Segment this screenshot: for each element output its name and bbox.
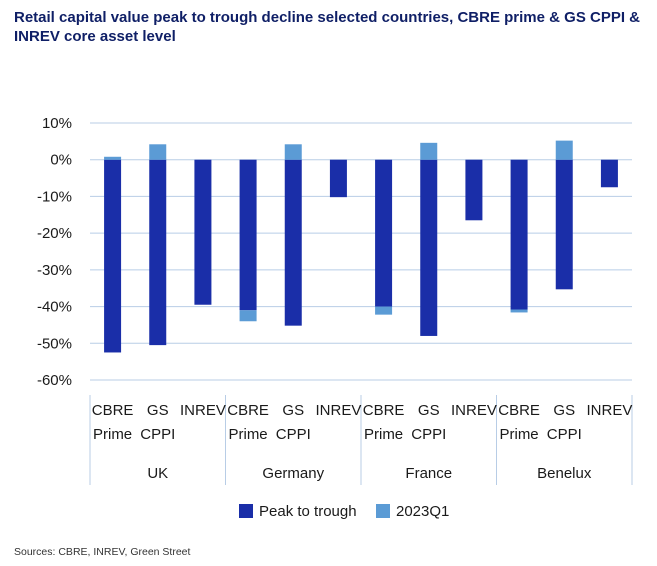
bar-2023q1 — [555, 140, 573, 160]
bar-peak-to-trough — [600, 159, 618, 188]
x-category-label: GS — [282, 402, 304, 419]
x-category-label: Prime — [228, 426, 267, 443]
x-group-label: UK — [147, 465, 168, 482]
y-tick-label: -20% — [37, 225, 72, 242]
bar-peak-to-trough — [194, 159, 212, 305]
x-category-label: CBRE — [363, 402, 405, 419]
bar-peak-to-trough — [465, 159, 483, 221]
x-group-label: Germany — [262, 465, 324, 482]
legend-swatch-2023q1 — [376, 504, 390, 518]
x-category-label: CBRE — [92, 402, 134, 419]
x-category-label: Prime — [499, 426, 538, 443]
x-category-label: CBRE — [227, 402, 269, 419]
x-category-label: CBRE — [498, 402, 540, 419]
x-category-label: INREV — [180, 402, 226, 419]
x-category-label: CPPI — [547, 426, 582, 443]
x-category-label: INREV — [451, 402, 497, 419]
x-group-label: France — [405, 465, 452, 482]
legend-swatch-peak-to-trough — [239, 504, 253, 518]
y-tick-label: -50% — [37, 335, 72, 352]
bar-peak-to-trough — [104, 159, 122, 353]
bar-2023q1 — [149, 144, 167, 160]
bar-peak-to-trough — [375, 159, 393, 307]
y-tick-label: 0% — [50, 152, 72, 169]
bar-2023q1 — [104, 156, 122, 160]
x-group-label: Benelux — [537, 465, 592, 482]
x-category-label: CPPI — [411, 426, 446, 443]
y-tick-label: -40% — [37, 299, 72, 316]
y-tick-label: 10% — [42, 115, 72, 132]
legend-label-peak-to-trough: Peak to trough — [259, 503, 357, 520]
bar-2023q1 — [239, 310, 257, 322]
bar-peak-to-trough — [284, 159, 302, 326]
x-category-label: GS — [147, 402, 169, 419]
y-tick-label: -10% — [37, 188, 72, 205]
x-category-label: CPPI — [140, 426, 175, 443]
bar-peak-to-trough — [555, 159, 573, 290]
chart-title: Retail capital value peak to trough decl… — [14, 9, 641, 45]
x-category-label: GS — [418, 402, 440, 419]
source-note: Sources: CBRE, INREV, Green Street — [14, 546, 191, 558]
x-category-label: CPPI — [276, 426, 311, 443]
y-tick-label: -60% — [37, 372, 72, 389]
x-category-label: Prime — [93, 426, 132, 443]
bar-peak-to-trough — [149, 159, 167, 346]
legend-label-2023q1: 2023Q1 — [396, 503, 449, 520]
x-category-label: GS — [553, 402, 575, 419]
bar-2023q1 — [420, 142, 438, 160]
chart: 10% 0% -10% -20% -30% -40% -50% -60% CBRE Prime GS… — [37, 115, 633, 520]
bar-peak-to-trough — [239, 159, 257, 311]
bar-peak-to-trough — [329, 159, 347, 198]
bar-peak-to-trough — [420, 159, 438, 336]
bar-2023q1 — [284, 144, 302, 160]
x-category-label: INREV — [315, 402, 361, 419]
y-tick-label: -30% — [37, 262, 72, 279]
x-category-label: INREV — [586, 402, 632, 419]
bar-2023q1 — [510, 309, 528, 313]
bar-2023q1 — [375, 306, 393, 315]
bar-peak-to-trough — [510, 159, 528, 310]
x-category-label: Prime — [364, 426, 403, 443]
